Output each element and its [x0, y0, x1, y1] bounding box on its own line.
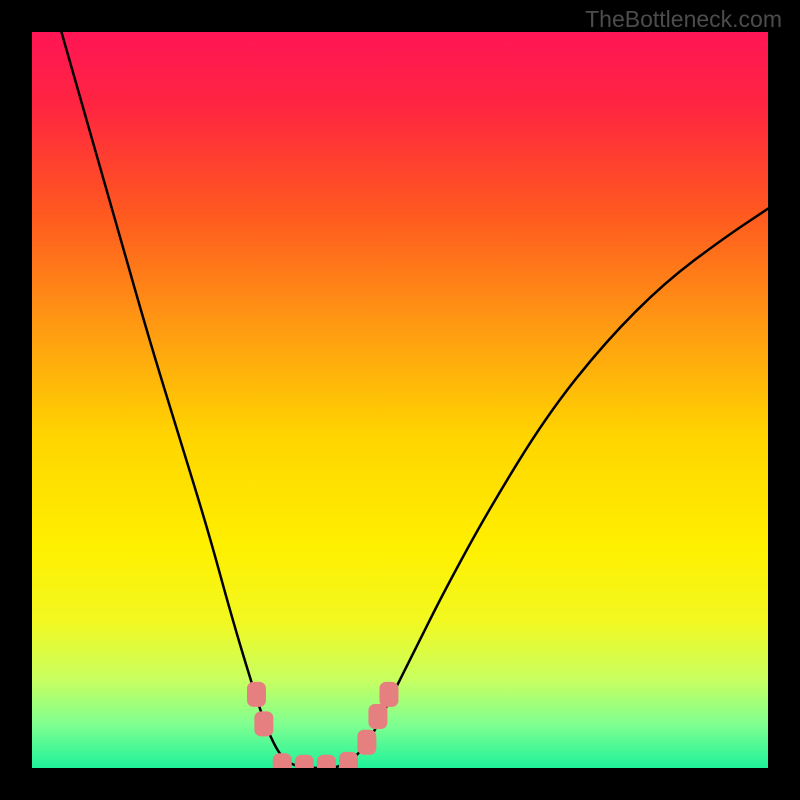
- curve-marker: [380, 682, 398, 706]
- curve-marker: [369, 704, 387, 728]
- curve-marker: [358, 730, 376, 754]
- bottleneck-chart: [0, 0, 800, 800]
- chart-root: TheBottleneck.com: [0, 0, 800, 800]
- curve-marker: [273, 754, 291, 778]
- curve-marker: [339, 752, 357, 776]
- curve-marker: [255, 712, 273, 736]
- curve-marker: [317, 755, 335, 779]
- gradient-background: [32, 32, 768, 768]
- curve-marker: [247, 682, 265, 706]
- curve-marker: [295, 755, 313, 779]
